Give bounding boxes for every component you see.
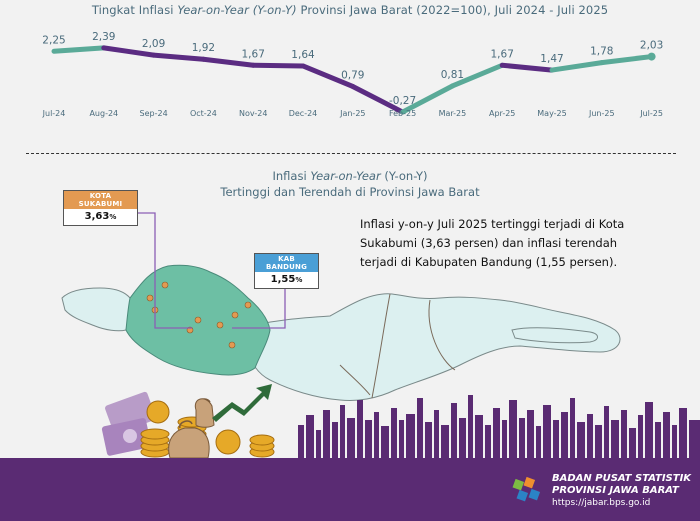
data-point: [647, 52, 656, 61]
province-border-2: [428, 299, 456, 371]
banten-shape: [61, 287, 131, 332]
map-section-title: Inflasi Year-on-Year (Y-on-Y) Tertinggi …: [0, 168, 700, 200]
lowest-unit: %: [295, 276, 303, 284]
data-label: 1,47: [540, 53, 563, 65]
series-segment: [350, 83, 406, 115]
chart-title: Tingkat Inflasi Year-on-Year (Y-on-Y) Pr…: [91, 3, 609, 17]
data-label: 2,09: [142, 38, 165, 50]
x-tick-label: Mar-25: [439, 109, 467, 118]
inflation-description: Inflasi y-on-y Juli 2025 tertinggi terja…: [360, 217, 625, 269]
org-name-line1: BADAN PUSAT STATISTIK: [552, 473, 692, 484]
city-skyline-icon: [298, 395, 700, 460]
series-segment: [101, 45, 157, 58]
lowest-region-name: KAB BANDUNG: [255, 254, 318, 272]
city-dot: [228, 341, 236, 349]
data-label: 0,79: [341, 69, 364, 81]
province-border-3: [339, 364, 371, 396]
data-label: 1,64: [291, 49, 315, 61]
province-border-1: [371, 293, 391, 399]
series-segment: [499, 62, 555, 73]
bps-logo-icon: [512, 476, 541, 502]
java-island-shape: [244, 293, 621, 401]
series-segment: [300, 63, 356, 89]
bps-logo[interactable]: BADAN PUSAT STATISTIK PROVINSI JAWA BARA…: [512, 473, 691, 509]
x-tick-label: Aug-24: [89, 109, 118, 118]
x-tick-label: Sep-24: [140, 109, 168, 118]
x-tick-label: Feb-25: [389, 109, 416, 118]
highest-inflation-callout: KOTA SUKABUMI 3,63%: [63, 190, 138, 226]
series-segment: [250, 62, 306, 69]
data-label: 0,81: [441, 69, 464, 81]
series-segment: [599, 54, 655, 66]
map-section-subtitle: Tertinggi dan Terendah di Provinsi Jawa …: [220, 185, 480, 199]
java-map: [61, 212, 621, 401]
x-tick-label: Jul-25: [639, 109, 663, 118]
growth-arrow-icon: [212, 384, 272, 422]
x-tick-label: Nov-24: [239, 109, 267, 118]
highest-unit: %: [109, 213, 117, 221]
data-label: 2,03: [640, 40, 663, 52]
x-tick-label: Oct-24: [190, 109, 217, 118]
x-tick-label: Jul-24: [42, 109, 66, 118]
city-dot: [194, 316, 202, 324]
city-dot: [146, 294, 154, 302]
org-name-line2: PROVINSI JAWA BARAT: [552, 485, 679, 496]
x-tick-label: May-25: [537, 109, 566, 118]
series-segment: [51, 45, 107, 54]
series-segment: [449, 62, 505, 89]
dashed-divider: [26, 153, 676, 154]
money-bag-icon: [168, 398, 215, 459]
data-label: -0,27: [389, 95, 416, 107]
footer-bar: [0, 458, 700, 521]
series-segment: [200, 56, 256, 68]
x-tick-label: Apr-25: [489, 109, 515, 118]
decorative-illustration: [101, 384, 700, 460]
city-dot: [244, 301, 252, 309]
callout-line-low: [232, 280, 286, 329]
data-label: 1,78: [590, 46, 613, 58]
inflation-line-chart: 2,25 Jul-24 2,39 Aug-24 2,09 Sep-24 1,92 Oct-24…: [42, 31, 664, 118]
lowest-inflation-callout: KAB BANDUNG 1,55%: [254, 253, 319, 289]
series-segment: [400, 83, 455, 115]
x-tick-label: Jun-25: [588, 109, 615, 118]
lowest-value: 1,55: [270, 274, 296, 285]
city-dot: [161, 281, 169, 289]
series-segment: [549, 60, 605, 73]
data-label: 1,67: [242, 48, 265, 60]
data-label: 2,25: [42, 34, 65, 46]
data-label: 1,92: [192, 42, 215, 54]
data-label: 1,67: [491, 48, 514, 60]
series-segment: [151, 52, 206, 62]
x-tick-label: Dec-24: [289, 109, 318, 118]
org-url-link[interactable]: https://jabar.bps.go.id: [552, 498, 651, 508]
city-dot: [216, 321, 224, 329]
x-tick-label: Jan-25: [339, 109, 365, 118]
madura-island: [511, 327, 598, 344]
highest-value: 3,63: [84, 211, 110, 222]
highest-region-name: KOTA SUKABUMI: [64, 191, 137, 209]
banknotes-icon: [101, 391, 156, 456]
data-label: 2,39: [92, 31, 115, 43]
city-dot: [231, 311, 239, 319]
